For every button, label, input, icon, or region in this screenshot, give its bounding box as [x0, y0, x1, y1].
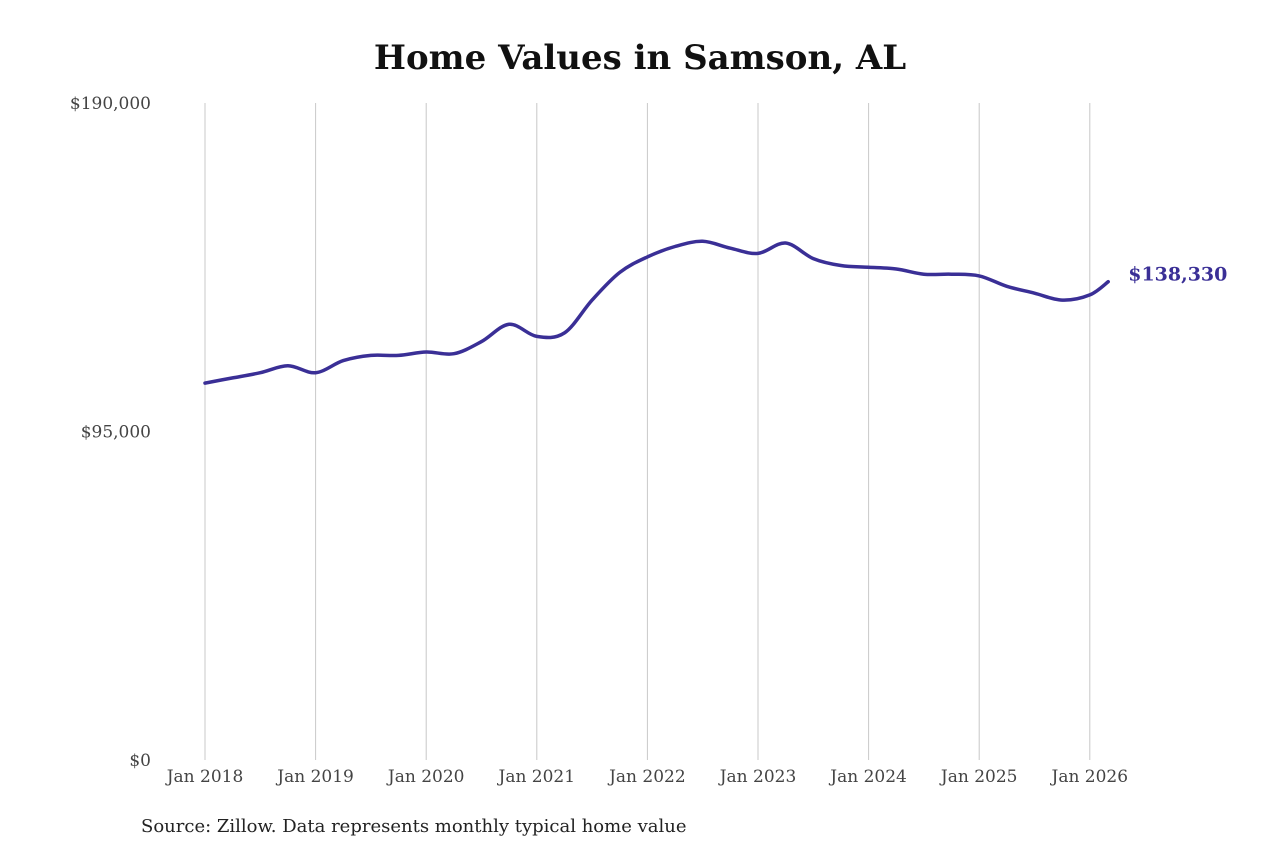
x-tick-label: Jan 2025 — [939, 767, 1018, 787]
chart-title: Home Values in Samson, AL — [373, 38, 907, 78]
source-note: Source: Zillow. Data represents monthly … — [141, 816, 687, 837]
x-axis-ticks: Jan 2018 Jan 2019 Jan 2020 Jan 2021 Jan 2022… — [165, 767, 1128, 787]
x-tick-label: Jan 2021 — [497, 767, 576, 787]
series-line — [203, 239, 1110, 385]
x-tick-label: Jan 2019 — [275, 767, 354, 787]
y-axis-ticks: $0 $95,000 $190,000 — [70, 94, 151, 771]
y-tick-label: $0 — [129, 751, 151, 771]
x-tick-label: Jan 2018 — [165, 767, 244, 787]
end-value-label: $138,330 — [1128, 264, 1227, 286]
x-tick-label: Jan 2022 — [607, 767, 686, 787]
x-tick-label: Jan 2020 — [386, 767, 465, 787]
gridlines — [204, 103, 1091, 760]
y-tick-label: $95,000 — [81, 423, 151, 443]
x-tick-label: Jan 2024 — [828, 767, 907, 787]
x-tick-label: Jan 2023 — [718, 767, 797, 787]
x-tick-label: Jan 2026 — [1050, 767, 1129, 787]
y-tick-label: $190,000 — [70, 94, 151, 114]
